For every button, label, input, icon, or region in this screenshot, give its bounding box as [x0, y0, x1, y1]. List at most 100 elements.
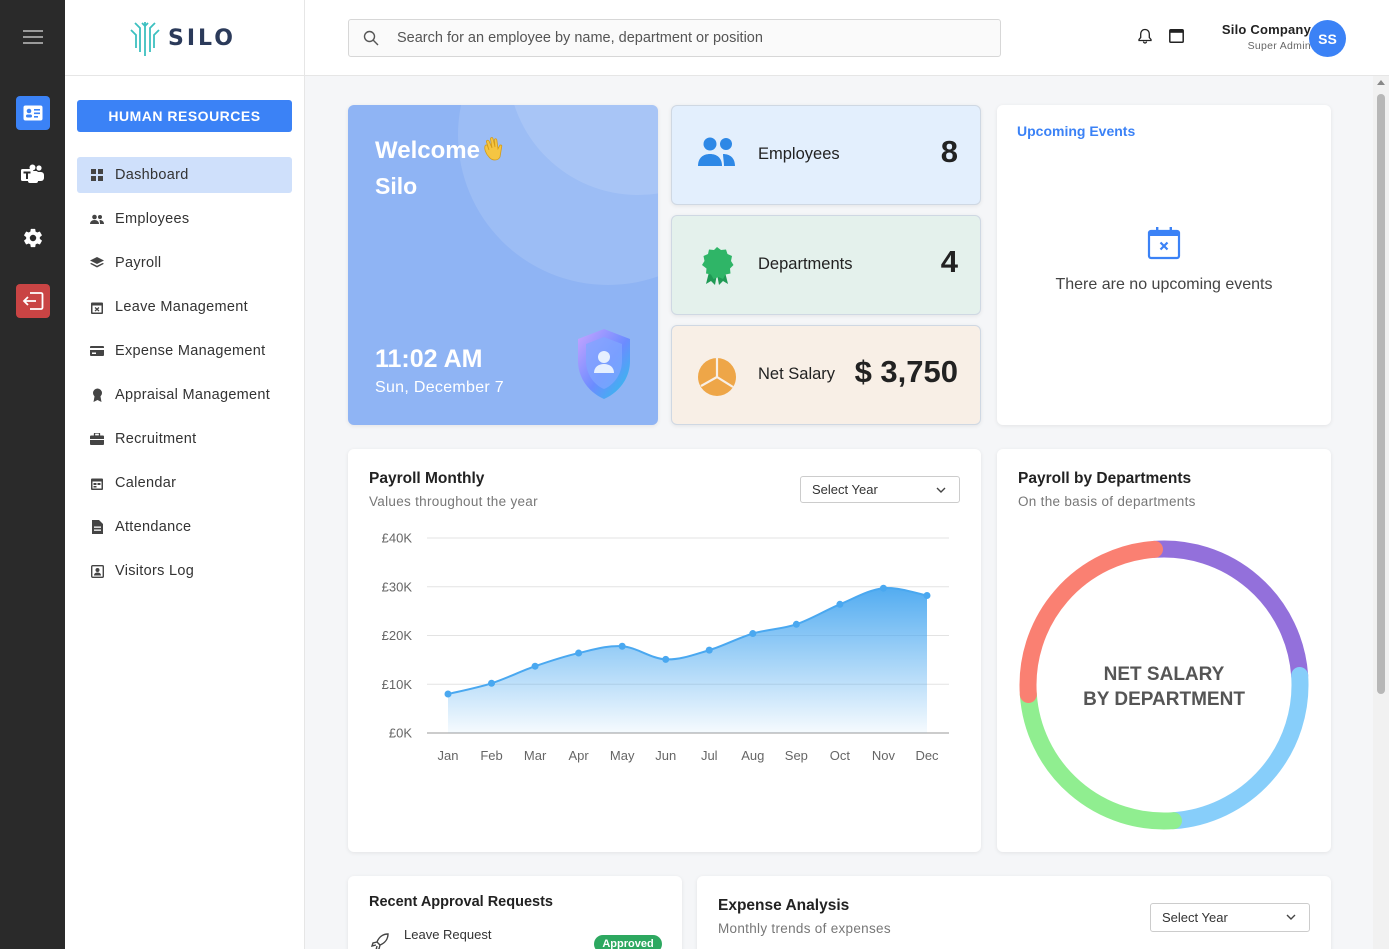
data-point	[531, 662, 539, 670]
data-point	[879, 584, 887, 592]
menu-icon[interactable]	[16, 20, 50, 54]
bell-icon[interactable]	[1138, 28, 1152, 49]
x-tick-label: Sep	[785, 748, 808, 763]
departments-card[interactable]: Departments 4	[671, 215, 981, 315]
x-tick-label: May	[610, 748, 635, 763]
recent-requests-title: Recent Approval Requests	[369, 894, 553, 910]
sidebar-item-recruitment[interactable]: Recruitment	[77, 421, 292, 457]
sidebar-item-employees[interactable]: Employees	[77, 201, 292, 237]
sidebar-item-expense-management[interactable]: Expense Management	[77, 333, 292, 369]
donut-slice	[1019, 685, 1182, 830]
x-tick-label: Nov	[872, 748, 896, 763]
sidebar-item-label: Calendar	[115, 475, 177, 491]
sidebar-item-appraisal-management[interactable]: Appraisal Management	[77, 377, 292, 413]
sidebar: SILO HUMAN RESOURCES Dashboard Employees…	[65, 0, 305, 949]
sidebar-item-label: Appraisal Management	[115, 387, 271, 403]
search-icon[interactable]	[363, 30, 379, 46]
settings-icon[interactable]	[16, 221, 50, 255]
departments-label: Departments	[758, 255, 853, 273]
users-icon	[698, 137, 735, 166]
search-input[interactable]	[397, 30, 957, 46]
expense-analysis-card: Expense Analysis Monthly trends of expen…	[697, 876, 1331, 949]
data-point	[836, 600, 844, 608]
expense-year-select-value: Select Year	[1162, 910, 1228, 925]
company-info[interactable]: Silo Company Super Admin	[1181, 22, 1311, 52]
area-fill	[448, 588, 927, 733]
chevron-down-icon	[936, 487, 946, 493]
award-icon	[702, 247, 734, 285]
expense-analysis-title: Expense Analysis	[718, 897, 850, 914]
logout-icon[interactable]	[16, 284, 50, 318]
x-tick-label: Feb	[480, 748, 502, 763]
donut-center-line2: BY DEPARTMENT	[1083, 689, 1245, 710]
welcome-card: Welcome Silo 11:02 AM Sun, December 7	[348, 105, 658, 425]
human-resources-button[interactable]: HUMAN RESOURCES	[77, 100, 292, 132]
logo-mark-icon	[130, 22, 160, 56]
series-line	[447, 587, 928, 695]
status-badge: Approved	[594, 935, 662, 949]
shield-icon	[578, 329, 630, 399]
employees-label: Employees	[758, 145, 840, 163]
avatar[interactable]: SS	[1309, 20, 1346, 57]
request-title[interactable]: Leave Request	[404, 927, 492, 942]
data-point	[662, 655, 670, 663]
x-tick-label: Jul	[701, 748, 718, 763]
sidebar-item-calendar[interactable]: Calendar	[77, 465, 292, 501]
donut-slice	[1019, 540, 1164, 703]
logo[interactable]: SILO	[130, 18, 236, 58]
donut-center-label: NET SALARY BY DEPARTMENT	[997, 662, 1331, 712]
welcome-greeting: Welcome	[375, 137, 480, 164]
y-tick-label: £30K	[382, 579, 413, 594]
year-select-value: Select Year	[812, 482, 878, 497]
employees-card[interactable]: Employees 8	[671, 105, 981, 205]
users-icon	[90, 212, 104, 226]
payroll-monthly-subtitle: Values throughout the year	[369, 494, 538, 509]
document-icon	[90, 520, 104, 534]
logo-text: SILO	[168, 25, 236, 51]
layers-icon	[90, 256, 104, 270]
expense-year-select[interactable]: Select Year	[1150, 903, 1310, 932]
sidebar-item-attendance[interactable]: Attendance	[77, 509, 292, 545]
data-point	[749, 630, 757, 638]
upcoming-events-title[interactable]: Upcoming Events	[1017, 123, 1136, 139]
x-tick-label: Mar	[524, 748, 547, 763]
sidebar-nav: Dashboard Employees Payroll Leave Manage…	[77, 157, 292, 597]
page-scrollbar[interactable]	[1373, 76, 1389, 949]
year-select[interactable]: Select Year	[800, 476, 960, 503]
payroll-monthly-title: Payroll Monthly	[369, 470, 485, 487]
briefcase-icon	[90, 432, 104, 446]
payroll-monthly-card: Payroll Monthly Values throughout the ye…	[348, 449, 981, 852]
donut-center-line1: NET SALARY	[1103, 664, 1225, 685]
data-point	[618, 642, 626, 650]
payroll-departments-subtitle: On the basis of departments	[1018, 494, 1196, 509]
credit-card-icon	[90, 344, 104, 358]
top-bar: Silo Company Super Admin SS	[305, 0, 1389, 76]
net-salary-card[interactable]: Net Salary $ 3,750	[671, 325, 981, 425]
data-point	[705, 646, 713, 654]
welcome-name: Silo	[375, 173, 418, 199]
hr-module-icon[interactable]	[16, 96, 50, 130]
expense-analysis-subtitle: Monthly trends of expenses	[718, 921, 891, 936]
sidebar-item-visitors-log[interactable]: Visitors Log	[77, 553, 292, 589]
calendar-x-icon	[90, 300, 104, 314]
current-date: Sun, December 7	[375, 379, 505, 396]
teams-icon[interactable]	[16, 158, 50, 192]
scroll-up-arrow-icon[interactable]	[1377, 80, 1385, 85]
sidebar-item-label: Expense Management	[115, 343, 266, 359]
id-badge-icon	[90, 564, 104, 578]
y-tick-label: £40K	[382, 531, 413, 546]
calendar-icon[interactable]	[1169, 28, 1184, 48]
sidebar-item-leave-management[interactable]: Leave Management	[77, 289, 292, 325]
donut-slice	[1146, 540, 1309, 685]
calendar-x-icon	[1147, 227, 1181, 260]
sidebar-item-dashboard[interactable]: Dashboard	[77, 157, 292, 193]
calendar-icon	[90, 476, 104, 490]
sidebar-item-payroll[interactable]: Payroll	[77, 245, 292, 281]
data-point	[444, 690, 452, 698]
no-events-message: There are no upcoming events	[1055, 276, 1273, 293]
scrollbar-thumb[interactable]	[1377, 94, 1385, 694]
rocket-icon	[370, 933, 389, 949]
data-point	[488, 679, 496, 687]
y-tick-label: £10K	[382, 677, 413, 692]
pie-chart-icon	[698, 358, 736, 396]
